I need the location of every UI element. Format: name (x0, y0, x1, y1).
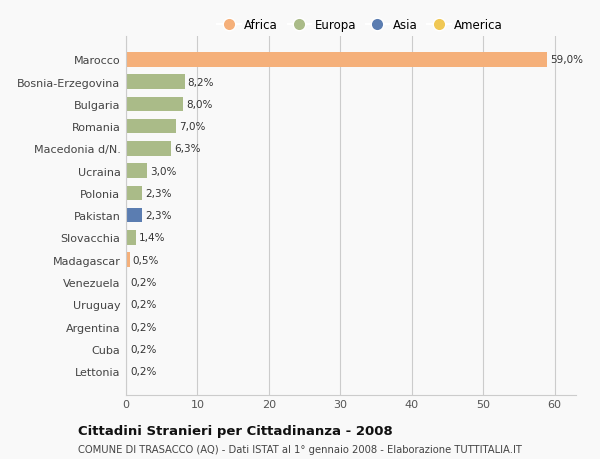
Bar (126, 97, 183, 112)
Text: 0,2%: 0,2% (130, 344, 157, 354)
Text: 8,0%: 8,0% (186, 100, 212, 110)
Text: Cittadini Stranieri per Cittadinanza - 2008: Cittadini Stranieri per Cittadinanza - 2… (78, 424, 393, 437)
Bar (126, 275, 127, 290)
Bar (126, 253, 130, 268)
Bar (126, 208, 142, 223)
Bar (126, 342, 127, 356)
Text: 8,2%: 8,2% (187, 78, 214, 87)
Bar (126, 75, 185, 90)
Text: 59,0%: 59,0% (550, 55, 583, 65)
Text: 6,3%: 6,3% (174, 144, 200, 154)
Bar (126, 142, 171, 157)
Text: 0,2%: 0,2% (130, 322, 157, 332)
Text: 0,5%: 0,5% (133, 255, 159, 265)
Bar (126, 319, 127, 334)
Legend: Africa, Europa, Asia, America: Africa, Europa, Asia, America (212, 14, 508, 36)
Bar (126, 186, 142, 201)
Bar (126, 297, 127, 312)
Text: 3,0%: 3,0% (150, 166, 176, 176)
Text: 7,0%: 7,0% (179, 122, 205, 132)
Text: 2,3%: 2,3% (145, 189, 172, 198)
Text: 0,2%: 0,2% (130, 366, 157, 376)
Bar (126, 53, 547, 67)
Bar (126, 120, 176, 134)
Bar (126, 231, 136, 245)
Text: COMUNE DI TRASACCO (AQ) - Dati ISTAT al 1° gennaio 2008 - Elaborazione TUTTITALI: COMUNE DI TRASACCO (AQ) - Dati ISTAT al … (78, 444, 522, 454)
Bar (126, 364, 127, 379)
Bar (126, 164, 148, 179)
Text: 0,2%: 0,2% (130, 277, 157, 287)
Text: 0,2%: 0,2% (130, 300, 157, 309)
Text: 1,4%: 1,4% (139, 233, 166, 243)
Text: 2,3%: 2,3% (145, 211, 172, 221)
